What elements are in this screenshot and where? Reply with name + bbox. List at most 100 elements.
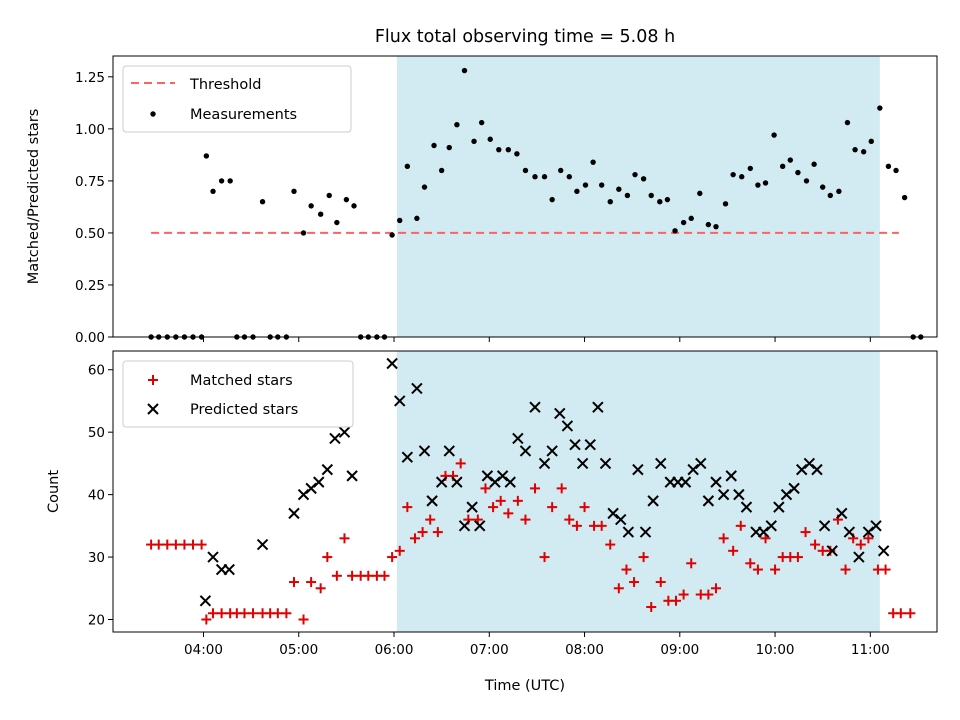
predicted-star-point bbox=[504, 476, 516, 488]
matched-star-point bbox=[402, 502, 413, 513]
measurement-point bbox=[624, 192, 631, 199]
predicted-star-point bbox=[256, 538, 269, 551]
cross-b bbox=[639, 526, 652, 538]
matched-star-point bbox=[512, 495, 523, 506]
measurement-point bbox=[203, 153, 210, 159]
predicted-star-point bbox=[773, 501, 785, 513]
matched-star-point bbox=[710, 583, 721, 594]
x-tick-label: 10:00 bbox=[756, 642, 795, 658]
matched-star-point bbox=[579, 502, 590, 513]
cross-b bbox=[554, 407, 566, 420]
measurement-point bbox=[496, 146, 502, 153]
cross-b bbox=[853, 551, 865, 563]
cross-b bbox=[773, 501, 785, 513]
matched-star-point bbox=[863, 533, 874, 544]
cross-b bbox=[717, 488, 730, 501]
predicted-star-point bbox=[519, 445, 532, 457]
measurement-point bbox=[454, 121, 460, 128]
bottom-frame bbox=[112, 350, 938, 633]
cross-b bbox=[599, 457, 612, 470]
measurement-point bbox=[446, 144, 452, 151]
measurement-point bbox=[657, 199, 663, 205]
cross-b bbox=[592, 401, 604, 413]
predicted-star-point bbox=[346, 470, 358, 482]
measurement-point bbox=[334, 219, 340, 226]
measurement-point bbox=[762, 180, 769, 186]
predicted-star-point bbox=[554, 407, 566, 420]
matched-star-point bbox=[547, 502, 558, 513]
measurement-point bbox=[705, 221, 712, 228]
cross-b bbox=[512, 432, 524, 445]
cross-b bbox=[811, 463, 823, 476]
matched-star-point bbox=[539, 552, 550, 563]
predicted-star-point bbox=[458, 520, 471, 532]
predicted-star-point bbox=[466, 501, 478, 513]
matched-star-point bbox=[556, 483, 567, 494]
top-observing-band bbox=[396, 56, 880, 337]
top-panel: 0.00 0.25 0.50 0.75 1.00 1.25 Matched/Predict… bbox=[26, 55, 938, 346]
cross-b bbox=[569, 438, 581, 451]
matched-star-point bbox=[810, 539, 821, 550]
measurement-point bbox=[227, 178, 233, 184]
matched-star-point bbox=[770, 564, 781, 575]
measurement-point bbox=[803, 178, 810, 184]
bottom-axes: 20 30 40 50 60 04:00 05:00 06:00 07:00 08:00 09:00… bbox=[88, 363, 890, 658]
measurement-point bbox=[541, 174, 548, 180]
measurement-point bbox=[414, 215, 420, 222]
y-tick-label: 0.50 bbox=[75, 226, 105, 242]
matched-star-point bbox=[298, 614, 309, 625]
matched-star-point bbox=[564, 514, 575, 525]
cross-b bbox=[843, 526, 856, 538]
measurement-point bbox=[688, 215, 694, 222]
matched-star-point bbox=[655, 577, 666, 588]
matched-star-point bbox=[379, 570, 390, 581]
matched-star-point bbox=[281, 608, 292, 619]
measurement-point bbox=[514, 151, 520, 157]
measurement-point bbox=[779, 163, 786, 170]
measurement-point bbox=[836, 188, 842, 194]
measurement-point bbox=[787, 157, 793, 163]
measurement-point bbox=[680, 219, 687, 226]
y-tick-label: 30 bbox=[88, 550, 105, 566]
cross-b bbox=[321, 463, 334, 476]
cross-b bbox=[870, 520, 882, 532]
predicted-star-point bbox=[655, 457, 667, 470]
top-axes: 0.00 0.25 0.50 0.75 1.00 1.25 bbox=[75, 70, 871, 346]
legend-predicted-label: Predicted stars bbox=[190, 402, 298, 418]
cross-b bbox=[504, 476, 516, 488]
measurement-point bbox=[598, 182, 605, 188]
predicted-star-point bbox=[788, 482, 800, 495]
matched-star-point bbox=[735, 520, 746, 531]
predicted-star-point bbox=[313, 476, 325, 488]
cross-b bbox=[426, 495, 438, 507]
measurement-point bbox=[259, 199, 266, 205]
measurement-point bbox=[431, 142, 437, 149]
measurement-point bbox=[505, 146, 512, 153]
cross-b bbox=[313, 476, 325, 488]
measurement-point bbox=[664, 196, 671, 203]
predicted-star-point bbox=[615, 513, 627, 526]
predicted-star-point bbox=[647, 495, 659, 507]
cross-b bbox=[288, 507, 300, 520]
matched-star-point bbox=[272, 608, 283, 619]
predicted-star-point bbox=[592, 401, 604, 413]
measurement-point bbox=[877, 105, 883, 111]
cross-b bbox=[740, 501, 753, 513]
matched-star-point bbox=[170, 539, 181, 550]
y-tick-label: 0.25 bbox=[75, 278, 105, 294]
predicted-star-point bbox=[870, 520, 882, 532]
measurement-point bbox=[771, 132, 777, 138]
cross-b bbox=[615, 513, 627, 526]
measurement-point bbox=[389, 232, 395, 238]
predicted-star-point bbox=[639, 526, 652, 538]
measurement-point bbox=[713, 223, 719, 230]
predicted-star-point bbox=[853, 551, 865, 563]
bottom-legend: Matched stars Predicted stars bbox=[122, 360, 354, 428]
matched-star-point bbox=[394, 545, 405, 556]
measurement-point bbox=[522, 167, 529, 174]
y-tick-label: 0.75 bbox=[75, 174, 105, 190]
measurement-point bbox=[421, 184, 428, 190]
measurement-point bbox=[648, 192, 654, 199]
measurement-point bbox=[487, 136, 493, 142]
predicted-star-point bbox=[717, 488, 730, 501]
